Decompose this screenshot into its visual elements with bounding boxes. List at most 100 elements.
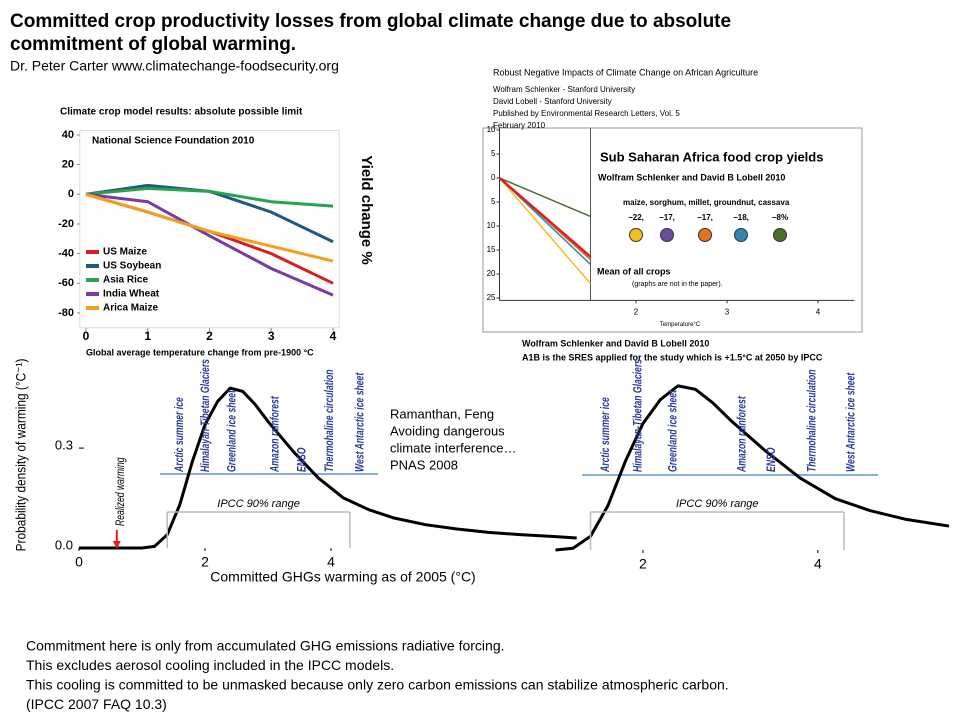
note: This excludes aerosol cooling included i… — [26, 657, 394, 673]
value-label: −17, — [697, 213, 713, 222]
chart-subtitle: Wolfram Schlenker and David B Lobell 201… — [598, 172, 785, 182]
x-tick-label: 0 — [83, 329, 90, 343]
y-tick-label: 15 — [487, 245, 496, 254]
y-tick-label: 0.0 — [55, 537, 73, 552]
x-tick-label: 4 — [814, 556, 822, 572]
tipping-label: Arctic summer ice — [174, 397, 187, 473]
y-axis-label: Yield change % — [358, 155, 375, 264]
tipping-label: ENSO — [766, 448, 779, 472]
chart-title: Climate crop model results: absolute pos… — [60, 107, 303, 118]
header-line: February 2010 — [493, 121, 546, 130]
y-tick-label: 0 — [491, 173, 496, 182]
value-label: −18, — [733, 213, 749, 222]
density-curve — [555, 384, 950, 552]
y-tick-label: -80 — [58, 307, 74, 319]
note: This cooling is committed to be unmasked… — [26, 677, 729, 693]
chart-title: Sub Saharan Africa food crop yields — [600, 149, 823, 164]
x-axis-label: Temperature°C — [660, 322, 701, 328]
series-line — [85, 192, 334, 263]
value-label: −8% — [772, 213, 788, 222]
tipping-label: Himalayan-Tibetan Glaciers — [200, 359, 213, 472]
y-tick-label: 10 — [487, 221, 496, 230]
y-axis-label: Probability density of warming (°C⁻¹) — [13, 359, 29, 552]
header-line: Published by Environmental Research Lett… — [493, 109, 680, 118]
range-label: IPCC 90% range — [676, 498, 759, 510]
reference: climate interference… — [390, 440, 516, 455]
y-tick-label: -40 — [58, 248, 74, 260]
header-line: Wolfram Schlenker - Stanford University — [493, 85, 635, 94]
tipping-label: Thermohaline circulation — [324, 369, 337, 472]
x-tick-label: 2 — [634, 308, 639, 317]
slide-title: commitment of global warming. — [10, 34, 296, 55]
y-tick-label: 20 — [487, 269, 496, 278]
legend-label: India Wheat — [103, 289, 160, 300]
x-tick-label: 2 — [201, 554, 209, 570]
chart-frame — [482, 127, 863, 333]
legend-label: Arica Maize — [103, 303, 158, 314]
y-tick-label: 5 — [491, 197, 496, 206]
tipping-label: Himalayan-Tibetan Glaciers — [632, 359, 645, 472]
y-tick-label: -20 — [58, 218, 74, 230]
slide-title: Committed crop productivity losses from … — [10, 11, 731, 32]
x-tick-label: 3 — [725, 308, 730, 317]
caption: A1B is the SRES applied for the study wh… — [522, 352, 823, 362]
header-line: Robust Negative Impacts of Climate Chang… — [493, 67, 758, 77]
tipping-label: ENSO — [296, 448, 309, 472]
author: Dr. Peter Carter www.climatechange-foods… — [10, 58, 339, 74]
tipping-label: West Antarctic ice sheet — [354, 372, 367, 472]
tipping-label: Arctic summer ice — [600, 397, 613, 473]
y-tick-label: 20 — [62, 159, 74, 171]
x-axis-label: Global average temperature change from p… — [86, 347, 314, 357]
header-line: David Lobell - Stanford University — [493, 97, 612, 106]
tipping-label: Greenland ice sheet — [226, 390, 239, 472]
crop-dot — [629, 228, 643, 242]
note: (IPCC 2007 FAQ 10.3) — [26, 696, 167, 712]
mean-line — [498, 177, 592, 258]
crop-names: maize, sorghum, millet, groundnut, cassa… — [623, 198, 790, 207]
chart-subtitle: National Science Foundation 2010 — [92, 136, 255, 147]
realized-arrowhead — [112, 541, 121, 549]
tipping-label: Amazon rainforest — [269, 396, 282, 473]
density-curve — [79, 386, 577, 550]
x-tick-label: 3 — [268, 329, 275, 343]
series-line — [85, 186, 334, 208]
crop-line — [498, 177, 592, 285]
y-tick-label: -60 — [58, 277, 74, 289]
x-tick-label: 4 — [330, 329, 337, 343]
mean-label: Mean of all crops — [597, 266, 671, 276]
caption: Wolfram Schlenker and David B Lobell 201… — [522, 338, 709, 348]
reference: Ramanthan, Feng — [390, 406, 494, 421]
x-tick-label: 2 — [639, 556, 647, 572]
legend-label: US Maize — [103, 247, 147, 258]
series-line — [85, 192, 334, 297]
tipping-label: Greenland ice sheet — [667, 390, 680, 472]
crop-dot — [698, 228, 712, 242]
x-tick-label: 0 — [75, 554, 83, 570]
value-label: −17, — [659, 213, 675, 222]
y-tick-label: 0.3 — [55, 438, 73, 453]
legend-label: Asia Rice — [103, 275, 148, 286]
y-tick-label: 0 — [68, 188, 74, 200]
crop-dot — [660, 228, 674, 242]
plot-area — [79, 130, 340, 329]
realized-label: Realized warming — [115, 457, 128, 526]
tipping-label: Thermohaline circulation — [806, 369, 819, 472]
value-label: −22, — [628, 213, 644, 222]
y-tick-label: 40 — [62, 129, 74, 141]
y-tick-label: 25 — [487, 293, 496, 302]
y-tick-label: 5 — [491, 149, 496, 158]
x-tick-label: 1 — [144, 329, 151, 343]
crop-dot — [734, 228, 748, 242]
tipping-label: Amazon rainforest — [736, 396, 749, 473]
crop-dot — [773, 228, 787, 242]
x-tick-label: 2 — [206, 329, 213, 343]
crop-line — [499, 177, 591, 218]
range-label: IPCC 90% range — [217, 498, 300, 510]
x-tick-label: 4 — [327, 554, 335, 570]
y-tick-label: 10 — [487, 125, 496, 134]
reference: PNAS 2008 — [390, 457, 458, 472]
x-axis-label: Committed GHGs warming as of 2005 (°C) — [210, 569, 475, 585]
legend-label: US Soybean — [103, 261, 161, 272]
